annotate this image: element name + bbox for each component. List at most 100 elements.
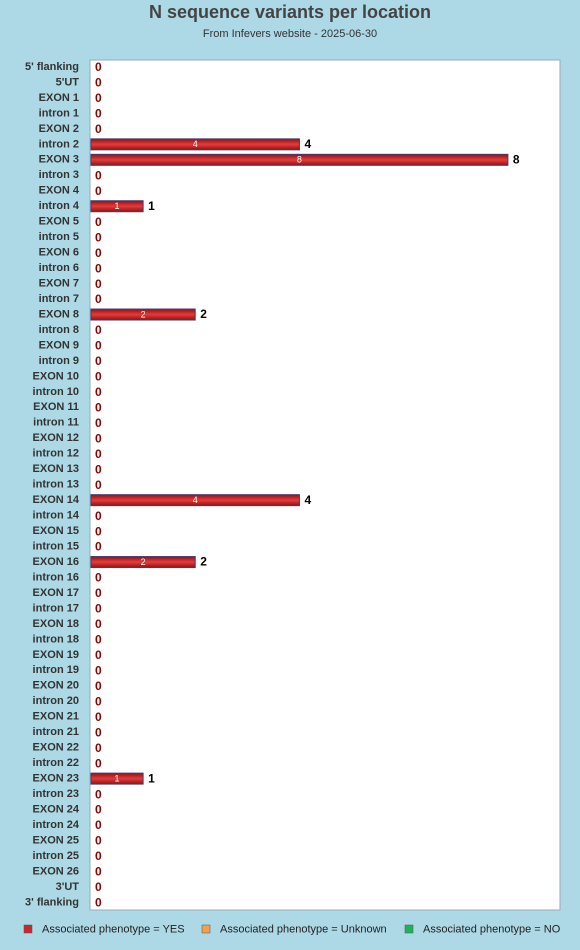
- zero-label: 0: [95, 261, 102, 275]
- category-label: EXON 26: [33, 865, 79, 877]
- zero-label: 0: [95, 76, 102, 90]
- zero-label: 0: [95, 370, 102, 384]
- category-label: 3' flanking: [25, 896, 79, 908]
- category-label: intron 1: [39, 107, 79, 119]
- bar-total-label: 1: [148, 199, 155, 213]
- legend-swatch: [404, 924, 414, 934]
- zero-label: 0: [95, 818, 102, 832]
- zero-label: 0: [95, 462, 102, 476]
- category-label: intron 24: [33, 819, 80, 831]
- category-label: EXON 13: [33, 463, 79, 475]
- zero-label: 0: [95, 540, 102, 554]
- zero-label: 0: [95, 215, 102, 229]
- zero-label: 0: [95, 586, 102, 600]
- category-label: EXON 2: [39, 123, 79, 135]
- zero-label: 0: [95, 323, 102, 337]
- zero-label: 0: [95, 679, 102, 693]
- category-label: intron 9: [39, 355, 79, 367]
- zero-label: 0: [95, 168, 102, 182]
- category-label: intron 11: [33, 417, 79, 429]
- category-label: intron 8: [39, 324, 79, 336]
- category-label: intron 3: [39, 169, 79, 181]
- category-label: EXON 21: [33, 711, 79, 723]
- category-label: intron 12: [33, 448, 79, 460]
- zero-label: 0: [95, 865, 102, 879]
- zero-label: 0: [95, 447, 102, 461]
- category-label: EXON 20: [33, 680, 79, 692]
- category-label: EXON 17: [33, 587, 79, 599]
- zero-label: 0: [95, 107, 102, 121]
- zero-label: 0: [95, 385, 102, 399]
- category-label: EXON 15: [33, 525, 79, 537]
- zero-label: 0: [95, 756, 102, 770]
- category-label: 5' flanking: [25, 61, 79, 73]
- bar-total-label: 2: [200, 555, 207, 569]
- category-label: EXON 24: [33, 803, 80, 815]
- bar-inner-label: 4: [193, 495, 198, 505]
- category-label: EXON 9: [39, 339, 79, 351]
- zero-label: 0: [95, 617, 102, 631]
- category-label: intron 21: [33, 726, 79, 738]
- category-label: EXON 8: [39, 308, 79, 320]
- category-label: intron 10: [33, 386, 79, 398]
- zero-label: 0: [95, 834, 102, 848]
- zero-label: 0: [95, 230, 102, 244]
- category-label: intron 23: [33, 788, 79, 800]
- bar-total-label: 1: [148, 771, 155, 785]
- zero-label: 0: [95, 60, 102, 74]
- bar-total-label: 4: [304, 493, 311, 507]
- zero-label: 0: [95, 431, 102, 445]
- zero-label: 0: [95, 710, 102, 724]
- category-label: intron 20: [33, 695, 79, 707]
- category-label: intron 15: [33, 540, 79, 552]
- category-label: intron 19: [33, 664, 79, 676]
- bar-inner-label: 2: [141, 557, 146, 567]
- bar-total-label: 8: [513, 152, 520, 166]
- bar: [90, 556, 196, 569]
- category-label: intron 16: [33, 571, 79, 583]
- zero-label: 0: [95, 803, 102, 817]
- zero-label: 0: [95, 478, 102, 492]
- bar-inner-label: 8: [297, 155, 302, 165]
- legend-label: Associated phenotype = Unknown: [220, 923, 387, 935]
- zero-label: 0: [95, 664, 102, 678]
- category-label: intron 25: [33, 850, 79, 862]
- zero-label: 0: [95, 509, 102, 523]
- plot-area: [89, 59, 561, 911]
- category-label: intron 6: [39, 262, 79, 274]
- zero-label: 0: [95, 416, 102, 430]
- category-label: EXON 16: [33, 556, 79, 568]
- bar: [90, 308, 196, 321]
- category-label: intron 18: [33, 633, 79, 645]
- bar-inner-label: 1: [115, 773, 120, 783]
- bar: [90, 772, 144, 785]
- category-label: intron 17: [33, 602, 79, 614]
- category-label: EXON 22: [33, 742, 79, 754]
- zero-label: 0: [95, 571, 102, 585]
- category-label: EXON 3: [39, 154, 79, 166]
- category-label: EXON 25: [33, 834, 79, 846]
- zero-label: 0: [95, 725, 102, 739]
- legend-swatch: [23, 924, 33, 934]
- zero-label: 0: [95, 896, 102, 910]
- category-label: EXON 4: [39, 185, 80, 197]
- bar: [90, 494, 300, 507]
- category-label: 5'UT: [56, 76, 80, 88]
- category-label: EXON 6: [39, 247, 79, 259]
- category-label: intron 14: [33, 510, 80, 522]
- zero-label: 0: [95, 246, 102, 260]
- zero-label: 0: [95, 91, 102, 105]
- chart-title: N sequence variants per location: [149, 2, 431, 22]
- category-label: EXON 12: [33, 432, 79, 444]
- category-label: EXON 14: [33, 494, 80, 506]
- bar: [90, 200, 144, 213]
- zero-label: 0: [95, 292, 102, 306]
- zero-label: 0: [95, 880, 102, 894]
- category-label: intron 2: [39, 138, 79, 150]
- zero-label: 0: [95, 277, 102, 291]
- category-label: EXON 10: [33, 370, 79, 382]
- category-label: EXON 19: [33, 649, 79, 661]
- bar: [90, 138, 300, 151]
- zero-label: 0: [95, 354, 102, 368]
- category-label: intron 22: [33, 757, 79, 769]
